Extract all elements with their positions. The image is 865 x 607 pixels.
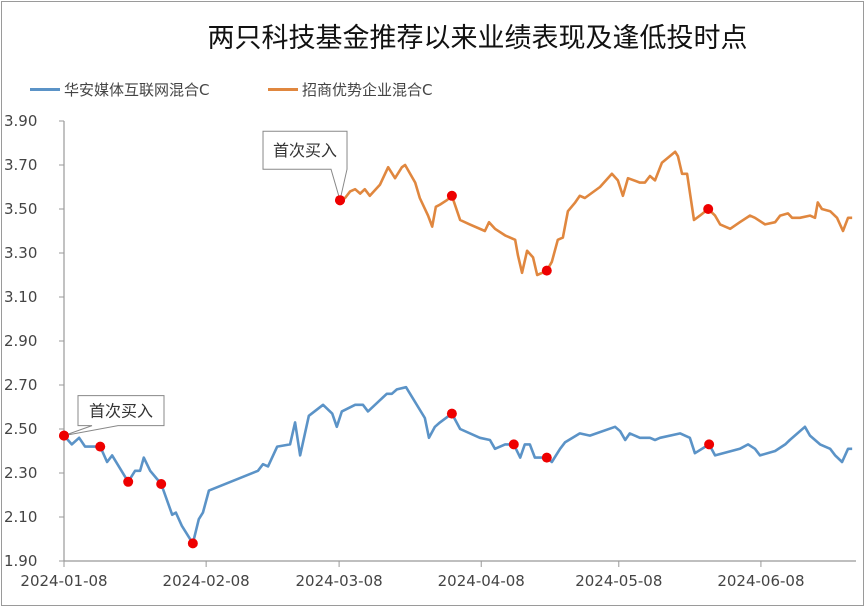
first-buy-marker xyxy=(335,195,346,206)
buy-point-marker xyxy=(95,441,106,452)
buy-point-marker xyxy=(187,538,198,549)
buy-point-marker xyxy=(541,452,552,463)
annotation-callout xyxy=(63,395,165,437)
x-tick-label: 2024-06-08 xyxy=(717,572,804,590)
buy-point-marker xyxy=(508,439,519,450)
legend-swatch-blue xyxy=(30,88,60,91)
y-tick-label: 2.90 xyxy=(4,332,37,350)
y-tick-label: 3.90 xyxy=(4,112,37,130)
series-line-1 xyxy=(339,150,853,277)
buy-point-marker xyxy=(156,479,167,489)
buy-point-marker xyxy=(446,408,457,419)
y-tick-label: 3.50 xyxy=(4,200,37,218)
x-tick-label: 2024-01-08 xyxy=(20,572,107,590)
buy-point-marker xyxy=(446,190,457,201)
y-tick-label: 2.70 xyxy=(4,376,37,394)
buy-point-marker xyxy=(541,265,552,276)
buy-point-marker xyxy=(703,204,714,214)
x-tick-label: 2024-04-08 xyxy=(438,572,525,590)
y-tick-label: 1.90 xyxy=(4,552,37,570)
y-tick-label: 2.10 xyxy=(4,508,37,526)
legend-item-zhaoshang: 招商优势企业混合C xyxy=(268,79,432,100)
x-tick-label: 2024-03-08 xyxy=(296,572,383,590)
legend-item-huaan: 华安媒体互联网混合C xyxy=(30,79,209,100)
annotation-label: 首次买入 xyxy=(273,141,337,160)
series-line-0 xyxy=(63,385,853,545)
x-tick-label: 2024-05-08 xyxy=(575,572,662,590)
y-tick-label: 3.10 xyxy=(4,288,37,306)
y-tick-label: 3.30 xyxy=(4,244,37,262)
y-tick-label: 2.50 xyxy=(4,420,37,438)
first-buy-marker xyxy=(59,430,69,441)
legend-label: 招商优势企业混合C xyxy=(302,81,433,99)
chart-title: 两只科技基金推荐以来业绩表现及逢低投时点 xyxy=(207,23,748,54)
buy-point-marker xyxy=(704,439,715,450)
y-tick-label: 2.30 xyxy=(4,464,37,482)
legend-swatch-orange xyxy=(268,88,298,91)
buy-point-marker xyxy=(123,476,134,487)
x-tick-label: 2024-02-08 xyxy=(163,572,250,590)
y-tick-label: 3.70 xyxy=(4,156,37,174)
legend-label: 华安媒体互联网混合C xyxy=(64,81,210,99)
annotation-label: 首次买入 xyxy=(89,402,153,421)
